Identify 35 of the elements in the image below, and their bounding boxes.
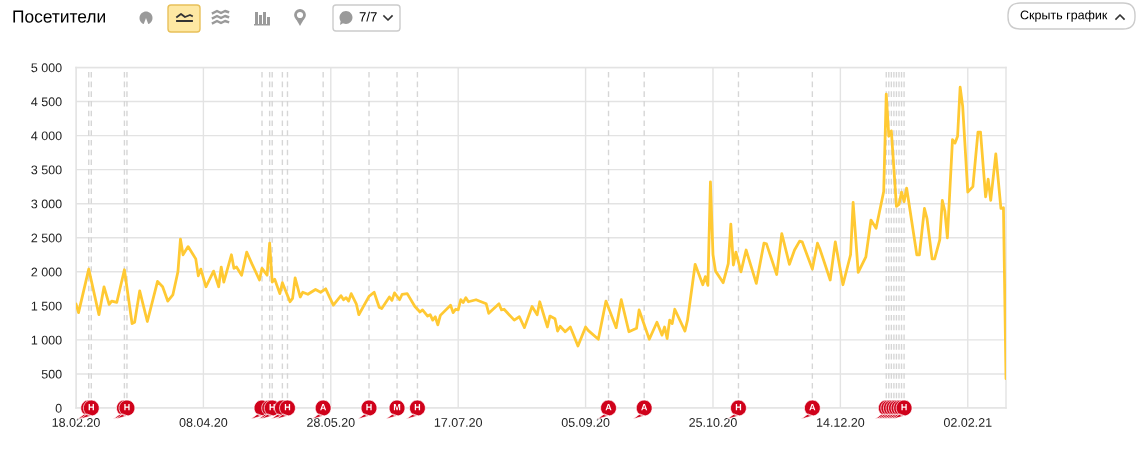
y-tick-label: 3 000 — [31, 199, 62, 209]
ref-line-label: А — [320, 404, 327, 411]
x-tick-label: 17.07.20 — [434, 418, 483, 427]
text: Скрыть график — [1020, 10, 1108, 22]
ref-line-label: М — [393, 404, 401, 411]
text: 7/7 — [359, 11, 377, 22]
ref-line-label: А — [641, 404, 648, 411]
chart-title: Посетители — [13, 10, 105, 23]
y-tick-label: 0 — [55, 403, 62, 413]
y-tick-label: 5 000 — [31, 63, 62, 73]
ref-line-label: Н — [284, 404, 291, 411]
x-tick-label: 28.05.20 — [307, 418, 355, 427]
x-tick-label: 08.04.20 — [179, 418, 228, 427]
ref-line-label: Н — [735, 404, 742, 411]
y-tick-label: 3 500 — [31, 165, 62, 175]
ref-line-label: Н — [366, 404, 372, 411]
ref-line-label: А — [809, 404, 816, 411]
y-tick-label: 4 500 — [31, 97, 62, 107]
y-tick-label: 2 500 — [31, 233, 62, 243]
y-tick-label: 500 — [41, 369, 62, 379]
ref-line-label: Н — [124, 404, 130, 411]
ref-line-label: Н — [88, 404, 94, 411]
y-tick-label: 2 000 — [31, 267, 62, 277]
ref-line-label: Н — [901, 404, 907, 411]
x-tick-label: 18.02.20 — [52, 418, 100, 427]
x-tick-label: 02.02.21 — [943, 418, 992, 427]
x-tick-label: 14.12.20 — [817, 418, 865, 427]
x-tick-label: 25.10.20 — [689, 418, 737, 427]
x-tick-label: 05.09.20 — [561, 418, 610, 427]
y-tick-label: 1 500 — [31, 301, 62, 311]
y-tick-label: 4 000 — [31, 131, 62, 141]
ref-line-label: Н — [269, 404, 275, 411]
y-tick-label: 1 000 — [31, 335, 62, 345]
ref-line-label: Н — [414, 404, 421, 411]
ref-line-label: А — [605, 404, 612, 411]
